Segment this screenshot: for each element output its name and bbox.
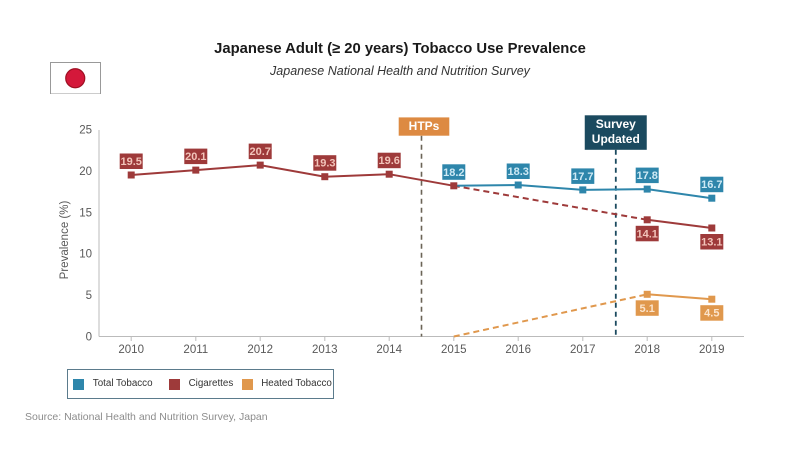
svg-text:13.1: 13.1 xyxy=(701,237,722,249)
svg-text:5.1: 5.1 xyxy=(640,303,655,315)
svg-text:19.3: 19.3 xyxy=(314,158,335,170)
svg-text:5: 5 xyxy=(86,290,92,302)
svg-text:2017: 2017 xyxy=(570,344,596,356)
svg-text:2019: 2019 xyxy=(699,344,725,356)
svg-text:19.5: 19.5 xyxy=(120,156,141,168)
svg-text:Updated: Updated xyxy=(592,132,640,146)
svg-text:19.6: 19.6 xyxy=(378,155,399,167)
svg-text:HTPs: HTPs xyxy=(409,119,440,133)
svg-text:17.7: 17.7 xyxy=(572,171,593,183)
svg-text:2015: 2015 xyxy=(441,344,467,356)
svg-text:2010: 2010 xyxy=(118,344,144,356)
svg-text:4.5: 4.5 xyxy=(704,308,719,320)
svg-text:16.7: 16.7 xyxy=(701,179,722,191)
svg-text:2012: 2012 xyxy=(247,344,273,356)
svg-text:20: 20 xyxy=(79,166,92,178)
svg-text:15: 15 xyxy=(79,207,92,219)
svg-text:20.7: 20.7 xyxy=(249,146,270,158)
svg-text:14.1: 14.1 xyxy=(636,228,657,240)
svg-text:2011: 2011 xyxy=(183,344,208,356)
svg-text:Survey: Survey xyxy=(596,117,636,131)
svg-text:18.2: 18.2 xyxy=(443,167,464,179)
svg-text:0: 0 xyxy=(86,332,92,344)
svg-text:Prevalence (%): Prevalence (%) xyxy=(59,201,71,280)
svg-text:20.1: 20.1 xyxy=(185,151,206,163)
svg-text:25: 25 xyxy=(79,125,92,137)
svg-text:17.8: 17.8 xyxy=(636,170,657,182)
svg-text:18.3: 18.3 xyxy=(507,166,528,178)
svg-text:2013: 2013 xyxy=(312,344,338,356)
svg-text:10: 10 xyxy=(79,249,92,261)
svg-text:2018: 2018 xyxy=(634,344,660,356)
svg-text:2016: 2016 xyxy=(505,344,531,356)
svg-text:2014: 2014 xyxy=(376,344,402,356)
